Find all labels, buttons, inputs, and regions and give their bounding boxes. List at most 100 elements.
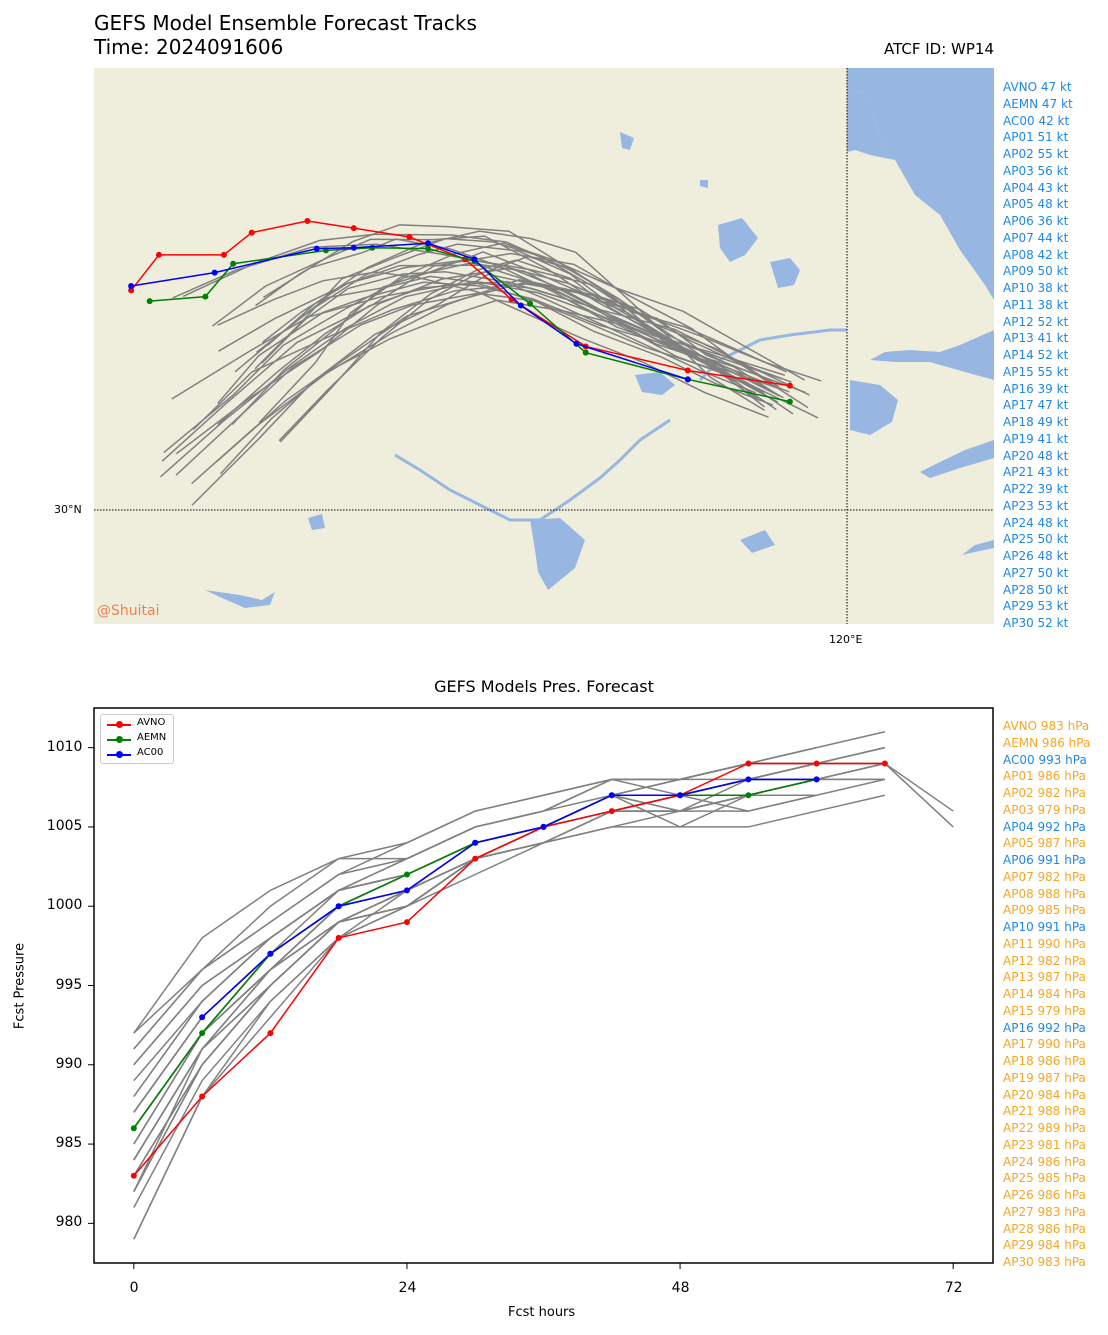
pressure-list-item: AP22 989 hPa: [1003, 1121, 1086, 1135]
pressure-list-item: AP30 983 hPa: [1003, 1255, 1086, 1269]
y-tick-label: 980: [55, 1214, 83, 1231]
pressure-list-item: AP27 983 hPa: [1003, 1204, 1086, 1219]
series-ap01: [133, 746, 886, 1129]
pressure-list-item: AP02 982 hPa: [1003, 786, 1086, 800]
river: [394, 418, 671, 522]
wind-list-item: AP10 38 kt: [1003, 281, 1069, 295]
water-body: [700, 180, 708, 188]
y-tick-label: 1010: [46, 738, 83, 755]
track-point-avno: [304, 218, 311, 225]
pressure-list-item: AP05 987 hPa: [1003, 836, 1086, 851]
ensemble-track: [216, 280, 792, 463]
y-tick-label: 985: [55, 1135, 83, 1152]
ensemble-track: [191, 279, 784, 485]
pressure-list-item: AP29 984 hPa: [1003, 1238, 1086, 1253]
water-body: [718, 218, 758, 262]
ensemble-track: [258, 242, 805, 424]
series-ap14: [133, 794, 886, 1161]
point-aemn: [813, 776, 820, 783]
pressure-list-item: AP28 986 hPa: [1003, 1221, 1086, 1236]
ensemble-track: [182, 233, 761, 402]
pressure-list-item: AP13 987 hPa: [1003, 970, 1086, 985]
series-ap28: [133, 762, 817, 1129]
wind-list-item: AP13 41 kt: [1003, 331, 1069, 346]
wind-list-item: AP28 50 kt: [1003, 582, 1069, 597]
series-ap10: [133, 762, 954, 1050]
pressure-list-item: AP06 991 hPa: [1003, 853, 1086, 867]
track-point-ac00: [350, 244, 357, 251]
track-point-aemn: [582, 349, 589, 356]
wind-list-item: AP12 52 kt: [1003, 314, 1069, 329]
water-body: [920, 440, 994, 478]
series-ap04: [133, 746, 817, 1034]
track-point-avno: [220, 251, 227, 258]
pressure-list-item: AP10 991 hPa: [1003, 920, 1086, 934]
track-map: [94, 68, 994, 624]
wind-list-item: AP27 50 kt: [1003, 565, 1069, 580]
point-avno: [540, 823, 547, 830]
pressure-list-item: AP21 988 hPa: [1003, 1104, 1086, 1119]
legend-item-avno: AVNO: [105, 717, 173, 731]
track-avno: [130, 220, 790, 387]
wind-list-item: AP05 48 kt: [1003, 197, 1069, 212]
track-point-avno: [128, 287, 135, 294]
wind-list-item: AP02 55 kt: [1003, 147, 1069, 161]
point-aemn: [745, 792, 752, 799]
track-point-aemn: [527, 300, 534, 307]
track-point-ac00: [313, 245, 320, 252]
track-point-aemn: [230, 260, 237, 267]
series-ap30: [133, 794, 817, 1177]
pressure-list-item: AP20 984 hPa: [1003, 1087, 1086, 1102]
series-ap22: [133, 778, 817, 1082]
water-body: [847, 90, 895, 160]
wind-list-item: AP09 50 kt: [1003, 264, 1069, 279]
series-ap03: [133, 778, 885, 1240]
legend: AVNO AEMN AC00: [100, 714, 174, 764]
series-ap08: [133, 746, 886, 1097]
point-ac00: [813, 776, 820, 783]
x-tick-label: 48: [671, 1280, 690, 1296]
track-point-ac00: [211, 269, 218, 276]
track-point-aemn: [202, 293, 209, 300]
pressure-chart-title: GEFS Models Pres. Forecast: [434, 677, 654, 696]
pressure-list-item: AP23 981 hPa: [1003, 1137, 1086, 1152]
pressure-list-item: AP11 990 hPa: [1003, 936, 1086, 951]
wind-list-item: AP23 53 kt: [1003, 498, 1069, 513]
point-avno: [130, 1172, 137, 1179]
point-avno: [745, 760, 752, 767]
track-point-avno: [155, 251, 162, 258]
wind-list-item: AP29 53 kt: [1003, 599, 1069, 614]
series-ap05: [133, 778, 817, 1113]
point-aemn: [677, 792, 684, 799]
series-ap07: [133, 778, 885, 1192]
pressure-list-item: AVNO 983 hPa: [1003, 719, 1090, 733]
wind-list-item: AP30 52 kt: [1003, 616, 1069, 630]
water-bodies: [205, 68, 994, 608]
track-point-avno: [350, 225, 357, 232]
series-ap21: [133, 762, 817, 1097]
track-point-ac00: [425, 240, 432, 247]
water-body: [620, 132, 634, 150]
y-axis-label: Fcst Pressure: [12, 942, 28, 1030]
track-point-ac00: [471, 256, 478, 263]
ensemble-pressure-lines: [133, 731, 954, 1240]
wind-list-item: AP26 48 kt: [1003, 549, 1069, 563]
water-body: [962, 540, 994, 555]
water-body: [740, 530, 775, 553]
water-body: [308, 514, 325, 530]
pressure-list-item: AP03 979 hPa: [1003, 802, 1086, 817]
y-tick-label: 1005: [46, 817, 83, 834]
forecast-time: Time: 2024091606: [94, 35, 284, 59]
legend-label: AC00: [137, 747, 164, 758]
series-aemn: [133, 778, 817, 1129]
series-ap27: [133, 778, 817, 1177]
point-ac00: [608, 792, 615, 799]
wind-list-item: AP17 47 kt: [1003, 398, 1069, 413]
legend-item-ac00: AC00: [105, 747, 173, 761]
pressure-list-item: AP18 986 hPa: [1003, 1054, 1086, 1068]
track-point-aemn: [369, 244, 376, 251]
series-ap25: [133, 778, 817, 1145]
axis-ticks: [88, 747, 954, 1269]
pressure-list-item: AP08 988 hPa: [1003, 886, 1086, 901]
water-body: [847, 68, 994, 300]
